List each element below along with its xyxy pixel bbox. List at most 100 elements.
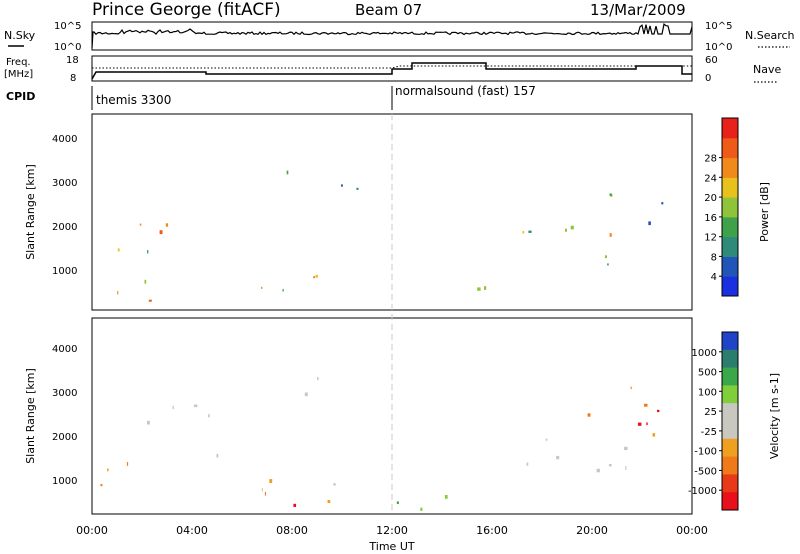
vel-ytick-4000: 4000 xyxy=(52,344,77,355)
scatter-cell xyxy=(526,462,529,466)
colorbar-tick-label: 12 xyxy=(704,233,717,244)
scatter-cell xyxy=(624,446,628,451)
vel-ylabel: Slant Range [km] xyxy=(24,368,37,464)
scatter-cell xyxy=(565,228,567,232)
scatter-cell xyxy=(637,422,642,426)
velocity-cells xyxy=(100,377,660,511)
colorbar-tick-label: -25 xyxy=(701,427,717,438)
scatter-cell xyxy=(625,465,627,470)
colorbar-swatch xyxy=(722,197,738,218)
nave-tick-top: 60 xyxy=(705,55,718,66)
scatter-cell xyxy=(604,255,607,259)
scatter-cell xyxy=(484,286,487,290)
scatter-cell xyxy=(570,225,574,230)
colorbar-swatch xyxy=(722,216,738,238)
power-ytick-3000: 3000 xyxy=(52,178,77,189)
power-colorbar: 4 8 12 16 20 24 28 xyxy=(704,117,739,297)
scatter-cell xyxy=(100,484,103,487)
power-ylabel: Slant Range [km] xyxy=(24,164,37,260)
xtick-0: 00:00 xyxy=(76,524,108,537)
scatter-cell xyxy=(126,462,129,466)
colorbar-tick-label: 20 xyxy=(704,193,717,204)
colorbar-tick-label: 500 xyxy=(698,368,717,379)
scatter-cell xyxy=(445,495,448,499)
scatter-cell xyxy=(261,488,263,492)
velocity-colorbar: 1000 500 100 25 -25 -100 -500 -1000 xyxy=(688,331,739,511)
scatter-cell xyxy=(148,299,152,302)
scatter-cell xyxy=(269,479,273,483)
power-ytick-2000: 2000 xyxy=(52,222,77,233)
date-title: 13/Mar/2009 xyxy=(590,1,686,19)
xtick-4: 16:00 xyxy=(476,524,508,537)
nave-label: Nave xyxy=(753,63,781,76)
scatter-cell xyxy=(293,503,297,507)
scatter-cell xyxy=(341,184,343,187)
scatter-cell xyxy=(327,500,331,503)
scatter-cell xyxy=(147,420,150,425)
colorbar-swatch xyxy=(722,177,738,198)
scatter-cell xyxy=(356,187,359,190)
x-axis: 00:00 04:00 08:00 12:00 16:00 20:00 00:0… xyxy=(76,524,708,553)
colorbar-tick-label: 25 xyxy=(704,407,717,418)
xtick-2: 08:00 xyxy=(276,524,308,537)
scatter-cell xyxy=(333,483,336,486)
scatter-cell xyxy=(477,287,481,291)
xtick-6: 00:00 xyxy=(676,524,708,537)
scatter-cell xyxy=(596,468,600,473)
noise-panel-frame xyxy=(91,21,693,51)
noise-tick-right-bottom: 10^0 xyxy=(705,42,732,53)
scatter-cell xyxy=(313,276,315,279)
colorbar-swatch xyxy=(722,403,738,422)
freq-tick-bottom: 8 xyxy=(70,73,76,84)
freq-label: Freq. xyxy=(6,57,31,68)
power-panel-frame xyxy=(91,113,693,311)
power-ytick-4000: 4000 xyxy=(52,134,77,145)
scatter-cell xyxy=(528,230,532,233)
scatter-cell xyxy=(661,202,664,205)
xtick-1: 04:00 xyxy=(176,524,208,537)
colorbar-swatch xyxy=(722,421,738,440)
noise-tick-left-top: 10^5 xyxy=(54,21,81,32)
velocity-colorbar-label: Velocity [m s-1] xyxy=(768,373,781,459)
scatter-cell xyxy=(522,231,525,234)
mhz-label: [MHz] xyxy=(4,69,33,80)
scatter-cell xyxy=(648,221,651,226)
nave-trace xyxy=(92,65,692,69)
colorbar-swatch xyxy=(722,456,738,475)
colorbar-swatch xyxy=(722,256,738,277)
nsky-label: N.Sky xyxy=(4,29,36,42)
scatter-cell xyxy=(609,233,612,237)
scatter-cell xyxy=(117,291,119,295)
scatter-cell xyxy=(107,468,109,472)
scatter-cell xyxy=(420,507,423,511)
scatter-cell xyxy=(216,453,219,458)
scatter-cell xyxy=(144,279,147,284)
scatter-cell xyxy=(630,386,632,390)
colorbar-swatch xyxy=(722,385,738,404)
colorbar-tick-label: 8 xyxy=(711,252,717,263)
vel-ytick-3000: 3000 xyxy=(52,388,77,399)
scatter-cell xyxy=(608,464,612,467)
colorbar-tick-label: 100 xyxy=(698,387,717,398)
scatter-cell xyxy=(193,404,198,408)
freq-trace xyxy=(91,62,692,80)
colorbar-tick-label: -500 xyxy=(694,466,717,477)
scatter-cell xyxy=(286,170,289,175)
scatter-cell xyxy=(159,230,163,235)
colorbar-swatch xyxy=(722,492,738,511)
scatter-cell xyxy=(315,274,318,278)
nsearch-label: N.Search xyxy=(745,29,795,42)
scatter-cell xyxy=(657,409,660,413)
scatter-cell xyxy=(396,501,399,504)
colorbar-swatch xyxy=(722,367,738,386)
vel-ytick-1000: 1000 xyxy=(52,476,77,487)
colorbar-tick-label: -100 xyxy=(694,447,717,458)
velocity-panel: 1000 2000 3000 4000 Slant Range [km] xyxy=(24,317,693,515)
colorbar-swatch xyxy=(722,332,738,351)
cpid-program-2: normalsound (fast) 157 xyxy=(395,84,536,98)
colorbar-swatch xyxy=(722,118,738,139)
power-colorbar-label: Power [dB] xyxy=(758,182,771,242)
colorbar-frame xyxy=(721,331,739,511)
scatter-cell xyxy=(261,286,263,289)
